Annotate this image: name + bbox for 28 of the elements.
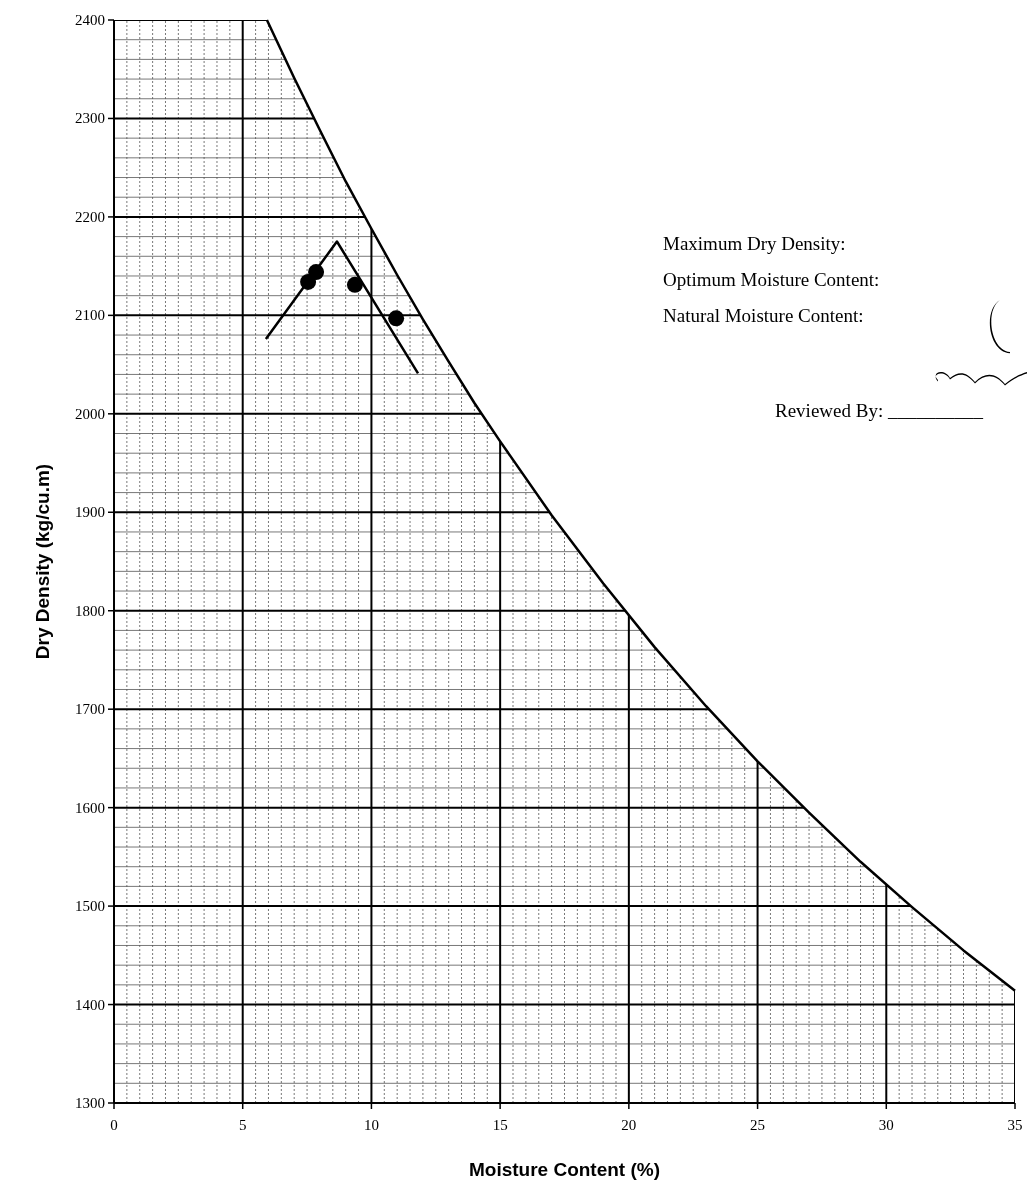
y-tick-label: 2100	[75, 307, 105, 324]
x-axis-title: Moisture Content (%)	[468, 1159, 661, 1180]
point	[346, 276, 363, 293]
y-tick-label: 1700	[75, 701, 105, 718]
point	[388, 310, 405, 327]
y-tick-label: 1800	[75, 602, 105, 619]
y-tick-label: 2400	[75, 12, 105, 28]
x-tick-label: 30	[878, 1117, 894, 1133]
y-tick-label: 1900	[75, 504, 105, 521]
y-axis-title: Dry Density (kg/cu.m)	[32, 463, 53, 660]
x-tick-label: 35	[1007, 1117, 1023, 1133]
y-tick-label: 1600	[75, 799, 105, 816]
y-tick-label: 1400	[75, 996, 105, 1013]
annotation: Natural Moisture Content:	[663, 305, 864, 326]
x-tick-label: 5	[238, 1117, 247, 1133]
y-tick-label: 1300	[75, 1095, 105, 1111]
y-tick-label: 2200	[75, 208, 105, 225]
annotation: Reviewed By: __________	[775, 400, 984, 421]
y-tick-label: 2300	[75, 110, 105, 127]
y-tick-label: 2000	[75, 405, 105, 422]
x-tick-label: 25	[750, 1117, 766, 1133]
x-tick-label: 0	[110, 1117, 118, 1133]
y-tick-label: 1500	[75, 898, 105, 915]
annotation: Optimum Moisture Content:	[663, 269, 880, 290]
x-tick-label: 20	[621, 1117, 637, 1133]
annotation: Maximum Dry Density:	[663, 233, 846, 254]
x-tick-label: 10	[363, 1117, 379, 1133]
x-tick-label: 15	[492, 1117, 508, 1133]
